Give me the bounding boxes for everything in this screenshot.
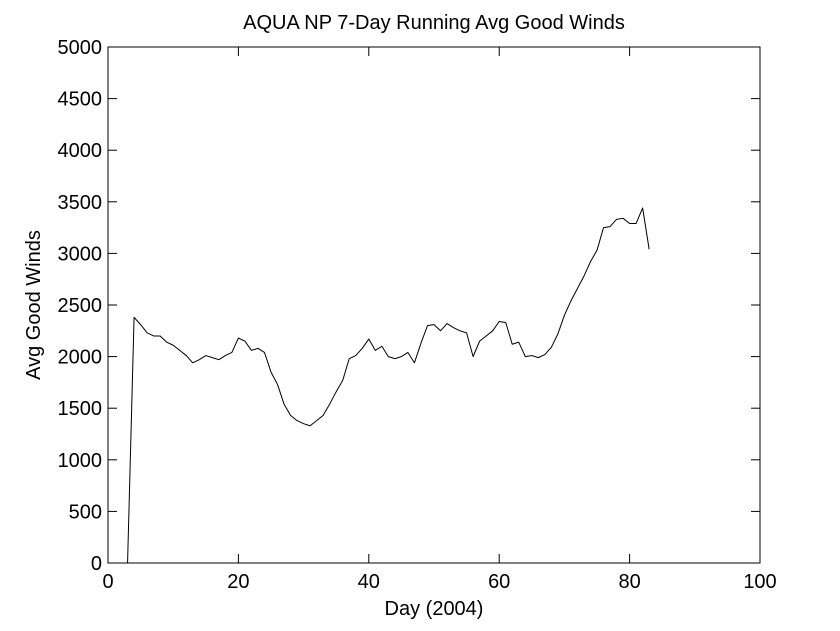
data-series-line [127,207,650,564]
y-tick-label: 1500 [58,398,103,420]
y-tick-label: 4000 [58,140,103,162]
y-axis-label: Avg Good Winds [23,230,45,380]
y-tick-label: 2000 [58,347,103,369]
x-tick-label: 80 [618,571,640,593]
plot-frame [107,46,761,564]
x-tick-label: 20 [227,571,249,593]
y-tick-label: 4500 [58,89,103,111]
y-tick-label: 0 [91,553,102,575]
x-tick-label: 100 [743,571,776,593]
x-axis-label: Day (2004) [385,598,484,620]
y-tick-label: 500 [69,501,102,523]
y-tick-label: 5000 [58,37,103,59]
y-tick-label: 2500 [58,295,103,317]
chart-title: AQUA NP 7-Day Running Avg Good Winds [243,12,625,34]
x-tick-label: 60 [488,571,510,593]
y-tick-label: 3500 [58,192,103,214]
axes: 0 20 40 60 80 1000500100015002000250030003500… [58,37,777,593]
x-tick-label: 0 [102,571,113,593]
y-tick-label: 1000 [58,450,103,472]
x-tick-label: 40 [358,571,380,593]
y-tick-label: 3000 [58,243,103,265]
